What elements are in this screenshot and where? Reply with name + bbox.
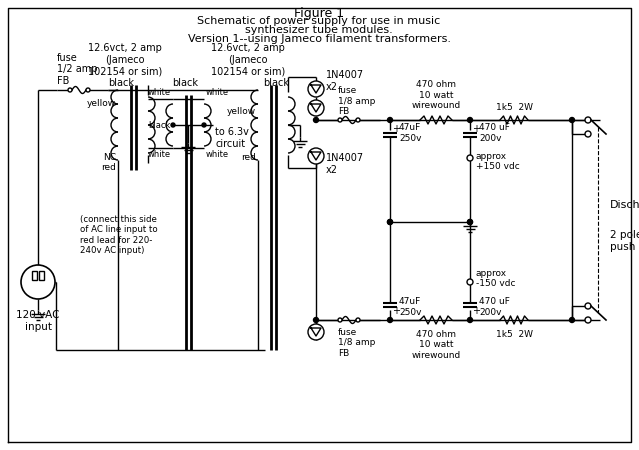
Text: Schematic of power supply for use in music: Schematic of power supply for use in mus… [197,16,441,26]
Text: yellow: yellow [227,107,256,116]
Text: 12.6vct, 2 amp
(Jameco
102154 or sim): 12.6vct, 2 amp (Jameco 102154 or sim) [88,43,162,76]
Circle shape [585,131,591,137]
Circle shape [338,118,342,122]
Circle shape [308,100,324,116]
Text: yellow: yellow [87,99,116,108]
Text: 1N4007
x2: 1N4007 x2 [326,153,364,175]
Text: +: + [472,124,480,134]
Bar [39,271,44,280]
Text: 470 ohm
10 watt
wirewound: 470 ohm 10 watt wirewound [412,330,461,360]
Text: +: + [472,306,480,316]
Text: 12.6vct, 2 amp
(Jameco
102154 or sim): 12.6vct, 2 amp (Jameco 102154 or sim) [211,43,285,76]
Circle shape [356,118,360,122]
Text: +: + [392,124,400,134]
Circle shape [585,117,591,123]
Circle shape [314,117,318,122]
Text: black: black [108,78,134,88]
Text: approx
+150 vdc: approx +150 vdc [476,152,520,171]
Text: black: black [263,78,289,88]
Text: to 6.3v
circuit: to 6.3v circuit [215,127,249,148]
Circle shape [314,318,318,323]
Text: 120 vAC
input: 120 vAC input [16,310,60,332]
Text: 1k5  2W: 1k5 2W [495,103,532,112]
Text: synthesizer tube modules.: synthesizer tube modules. [245,25,393,35]
Text: 470 uF
200v: 470 uF 200v [479,123,510,143]
Circle shape [468,220,472,225]
Text: 2 pole
push button: 2 pole push button [610,230,639,252]
Text: +: + [392,306,400,316]
Bar [32,271,37,280]
Text: 1N4007
x2: 1N4007 x2 [326,70,364,92]
Text: black: black [149,121,171,130]
Circle shape [585,303,591,309]
Text: 47uF
250v: 47uF 250v [399,297,422,317]
Circle shape [387,117,392,122]
Circle shape [467,155,473,161]
Circle shape [308,148,324,164]
Text: fuse
1/8 amp
FB: fuse 1/8 amp FB [338,328,375,358]
Circle shape [202,123,206,127]
Text: approx
-150 vdc: approx -150 vdc [476,269,516,288]
Circle shape [569,318,574,323]
Text: NC
red: NC red [101,153,116,172]
Circle shape [356,318,360,322]
Text: fuse
1/8 amp
FB: fuse 1/8 amp FB [338,86,375,116]
Circle shape [387,318,392,323]
Text: black: black [172,78,198,88]
Text: red: red [241,153,256,162]
Text: Discharge: Discharge [610,200,639,210]
Text: (connect this side
of AC line input to
red lead for 220-
240v AC input): (connect this side of AC line input to r… [80,215,158,255]
Circle shape [585,317,591,323]
Circle shape [21,265,55,299]
Text: white: white [148,88,171,97]
Text: 1k5  2W: 1k5 2W [495,330,532,339]
Circle shape [387,220,392,225]
Text: white: white [148,150,171,159]
Text: Figure 1: Figure 1 [294,7,344,20]
Circle shape [468,318,472,323]
Circle shape [387,220,392,225]
Circle shape [468,117,472,122]
Text: Version 1--using Jameco filament transformers.: Version 1--using Jameco filament transfo… [187,34,450,44]
Circle shape [86,88,90,92]
Circle shape [569,117,574,122]
Circle shape [308,324,324,340]
Circle shape [468,220,472,225]
Text: white: white [206,88,229,97]
Text: 470 uF
200v: 470 uF 200v [479,297,510,317]
Text: white: white [206,150,229,159]
Text: 470 ohm
10 watt
wirewound: 470 ohm 10 watt wirewound [412,80,461,110]
Text: fuse
1/2 amp
FB: fuse 1/2 amp FB [57,53,98,86]
Circle shape [171,123,175,127]
Circle shape [308,81,324,97]
Circle shape [338,318,342,322]
Circle shape [68,88,72,92]
Circle shape [467,279,473,285]
Text: 47uF
250v: 47uF 250v [399,123,422,143]
